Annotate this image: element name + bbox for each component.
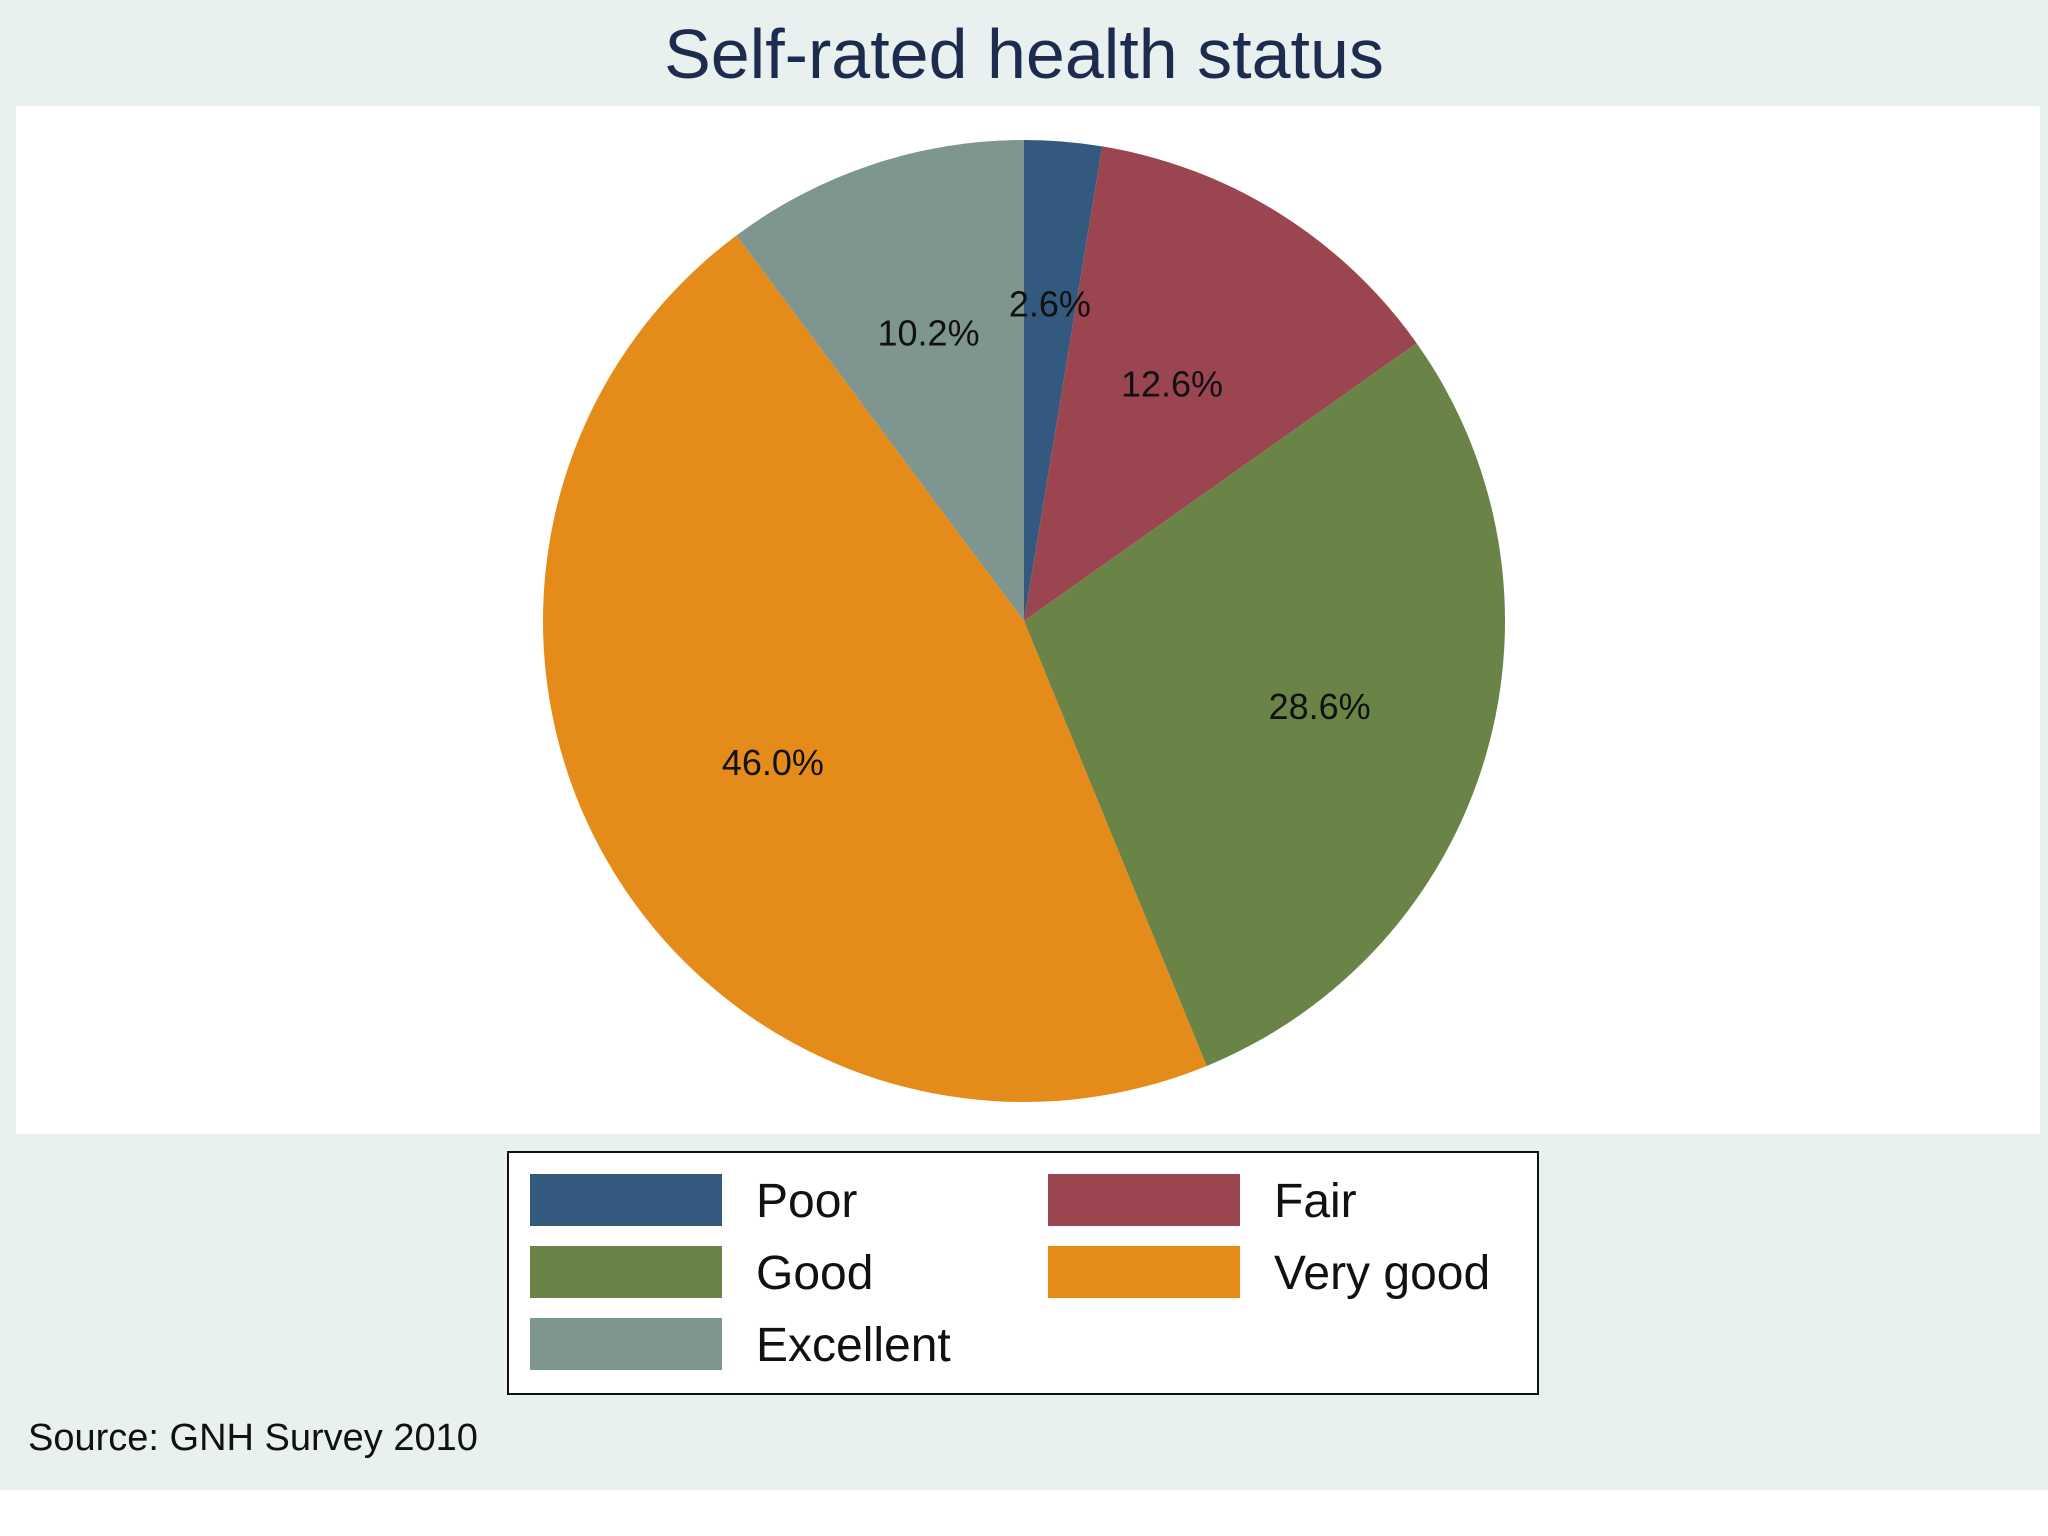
legend-swatch-excellent <box>530 1318 722 1370</box>
slice-label-poor: 2.6% <box>1009 284 1091 325</box>
legend-label-excellent: Excellent <box>756 1319 951 1372</box>
legend-item-fair: Fair <box>1048 1174 1357 1228</box>
pie-slice-very-good <box>542 235 1207 1103</box>
legend-label-very-good: Very good <box>1274 1247 1490 1300</box>
pie-value-labels: 2.6% 12.6% 28.6% 46.0% 10.2% <box>722 284 1371 784</box>
slice-label-excellent: 10.2% <box>878 312 980 353</box>
legend-item-poor: Poor <box>530 1174 857 1228</box>
slice-label-very-good: 46.0% <box>722 742 824 783</box>
legend-swatch-good <box>530 1246 722 1298</box>
legend-label-fair: Fair <box>1274 1175 1357 1228</box>
source-note: Source: GNH Survey 2010 <box>28 1417 478 1459</box>
legend-item-excellent: Excellent <box>530 1318 951 1372</box>
pie-slice-poor <box>1024 140 1103 621</box>
pie-slice-fair <box>1024 146 1417 622</box>
pie-slice-excellent <box>736 140 1024 621</box>
legend-item-very-good: Very good <box>1048 1246 1490 1300</box>
page-bottom-margin <box>0 1490 2048 1536</box>
legend-swatch-poor <box>530 1174 722 1226</box>
slice-label-good: 28.6% <box>1269 686 1371 727</box>
slice-label-fair: 12.6% <box>1121 364 1223 405</box>
pie-slice-good <box>1024 343 1505 1066</box>
legend-swatch-very-good <box>1048 1246 1240 1298</box>
legend-label-good: Good <box>756 1247 873 1300</box>
legend-item-good: Good <box>530 1246 873 1300</box>
chart-title: Self-rated health status <box>664 15 1384 93</box>
legend-swatch-fair <box>1048 1174 1240 1226</box>
legend: Poor Fair Good Very good Excellent <box>507 1151 1539 1395</box>
legend-label-poor: Poor <box>756 1175 857 1228</box>
pie-slices <box>542 140 1505 1103</box>
